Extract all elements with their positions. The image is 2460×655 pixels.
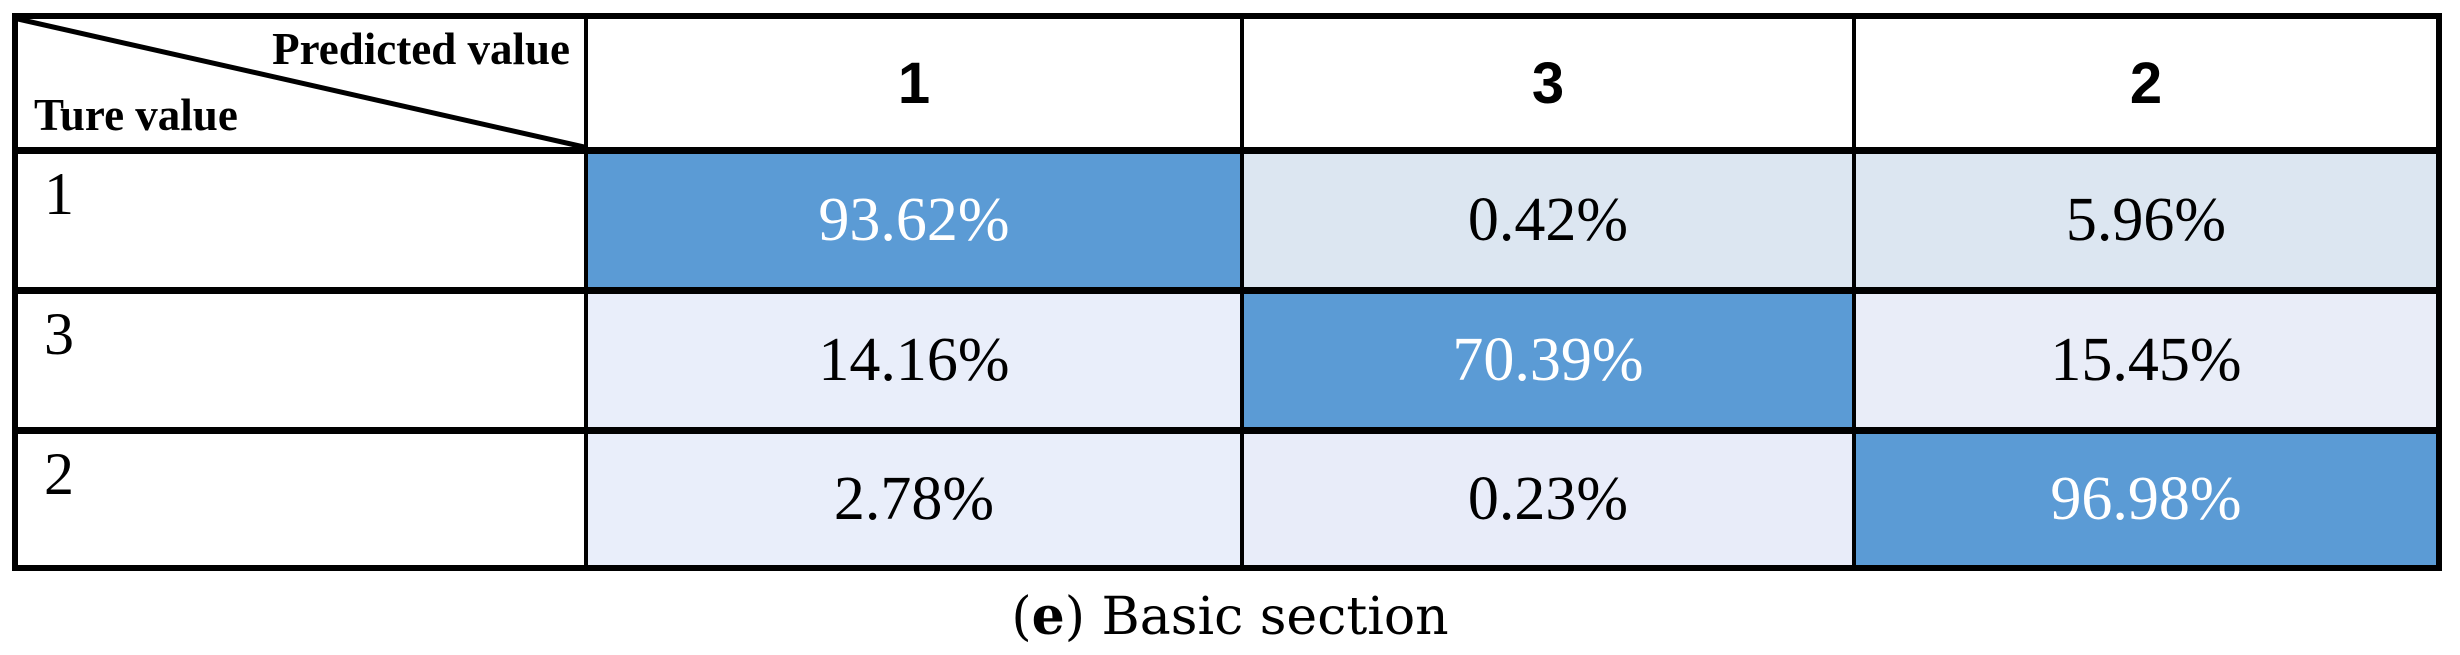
matrix-cell-r2c1: 14.16% [588,294,1240,427]
true-value-label: Ture value [34,90,238,140]
caption-letter: e [1031,586,1065,647]
row-label-3: 3 [18,294,584,427]
column-header-2: 2 [1856,19,2436,147]
matrix-cell-r2c2: 70.39% [1244,294,1852,427]
matrix-cell-r3c1: 2.78% [588,434,1240,565]
diagonal-line [18,19,584,147]
matrix-cell-r2c3: 15.45% [1856,294,2436,427]
confusion-matrix-table: Predicted value Ture value 1 3 2 1 93.62… [12,13,2442,571]
matrix-cell-r1c3: 5.96% [1856,154,2436,287]
caption-rest: ) Basic section [1064,587,1449,647]
matrix-cell-r3c3: 96.98% [1856,434,2436,565]
figure-caption: (e) Basic section [0,586,2460,647]
matrix-cell-r3c2: 0.23% [1244,434,1852,565]
column-header-1: 1 [588,19,1240,147]
row-label-1: 1 [18,154,584,287]
caption-paren-open: ( [1011,587,1032,647]
row-label-2: 2 [18,434,584,565]
predicted-value-label: Predicted value [272,24,570,74]
matrix-cell-r1c1: 93.62% [588,154,1240,287]
corner-header-cell: Predicted value Ture value [18,19,584,147]
matrix-cell-r1c2: 0.42% [1244,154,1852,287]
column-header-3: 3 [1244,19,1852,147]
